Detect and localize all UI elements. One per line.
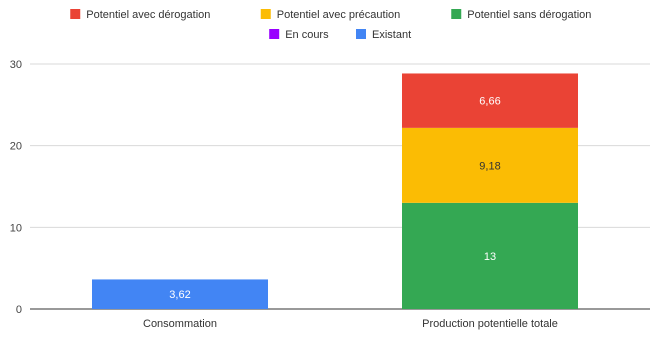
y-tick-label-20: 20	[10, 141, 22, 153]
legend-label-potentiel-sans-derogation: Potentiel sans dérogation	[467, 9, 591, 21]
legend-swatch-potentiel-avec-precaution	[260, 9, 271, 19]
y-tick-label-10: 10	[10, 222, 22, 234]
y-tick-label-30: 30	[10, 59, 22, 71]
data-label-production-potentielle-totale-potentiel-sans-derogation: 13	[484, 251, 496, 263]
legend-swatch-potentiel-sans-derogation	[451, 9, 462, 19]
legend-swatch-en-cours	[269, 29, 280, 39]
x-tick-label-consommation: Consommation	[143, 318, 217, 330]
legend-label-potentiel-avec-precaution: Potentiel avec précaution	[277, 9, 401, 21]
data-label-production-potentielle-totale-potentiel-avec-precaution: 9,18	[479, 160, 500, 172]
bar-production-potentielle-totale-potentiel-avec-derogation	[402, 73, 578, 128]
legend-swatch-potentiel-avec-derogation	[70, 9, 81, 19]
legend-label-en-cours: En cours	[285, 29, 329, 41]
data-label-production-potentielle-totale-potentiel-avec-derogation: 6,66	[479, 96, 500, 108]
bar-production-potentielle-totale-potentiel-sans-derogation	[402, 202, 578, 309]
bar-consommation-existant	[92, 279, 268, 309]
legend-swatch-existant	[356, 29, 366, 39]
y-tick-label-0: 0	[16, 304, 22, 316]
x-tick-label-production-potentielle-totale: Production potentielle totale	[422, 318, 558, 330]
data-label-consommation-existant: 3,62	[169, 289, 190, 301]
bar-production-potentielle-totale-potentiel-avec-precaution	[402, 127, 578, 203]
legend-label-potentiel-avec-derogation: Potentiel avec dérogation	[86, 9, 210, 21]
legend-label-existant: Existant	[372, 29, 411, 41]
